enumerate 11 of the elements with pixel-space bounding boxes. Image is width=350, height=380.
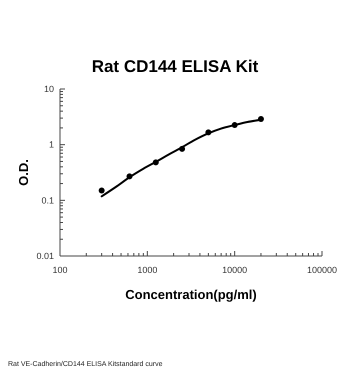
x-axis-title: Concentration(pg/ml) <box>125 287 257 302</box>
y-tick-label: 10 <box>44 84 54 94</box>
y-axis-title: O.D. <box>16 159 31 186</box>
y-tick-label: 1 <box>48 140 54 150</box>
x-tick-label: 10000 <box>222 265 248 275</box>
x-tick-label: 100 <box>52 265 68 275</box>
chart-title: Rat CD144 ELISA Kit <box>92 57 259 76</box>
x-tick-label: 100000 <box>306 265 338 275</box>
y-tick-label: 0.1 <box>41 195 54 206</box>
y-tick-label: 0.01 <box>36 251 54 261</box>
x-tick-label: 1000 <box>137 265 158 275</box>
